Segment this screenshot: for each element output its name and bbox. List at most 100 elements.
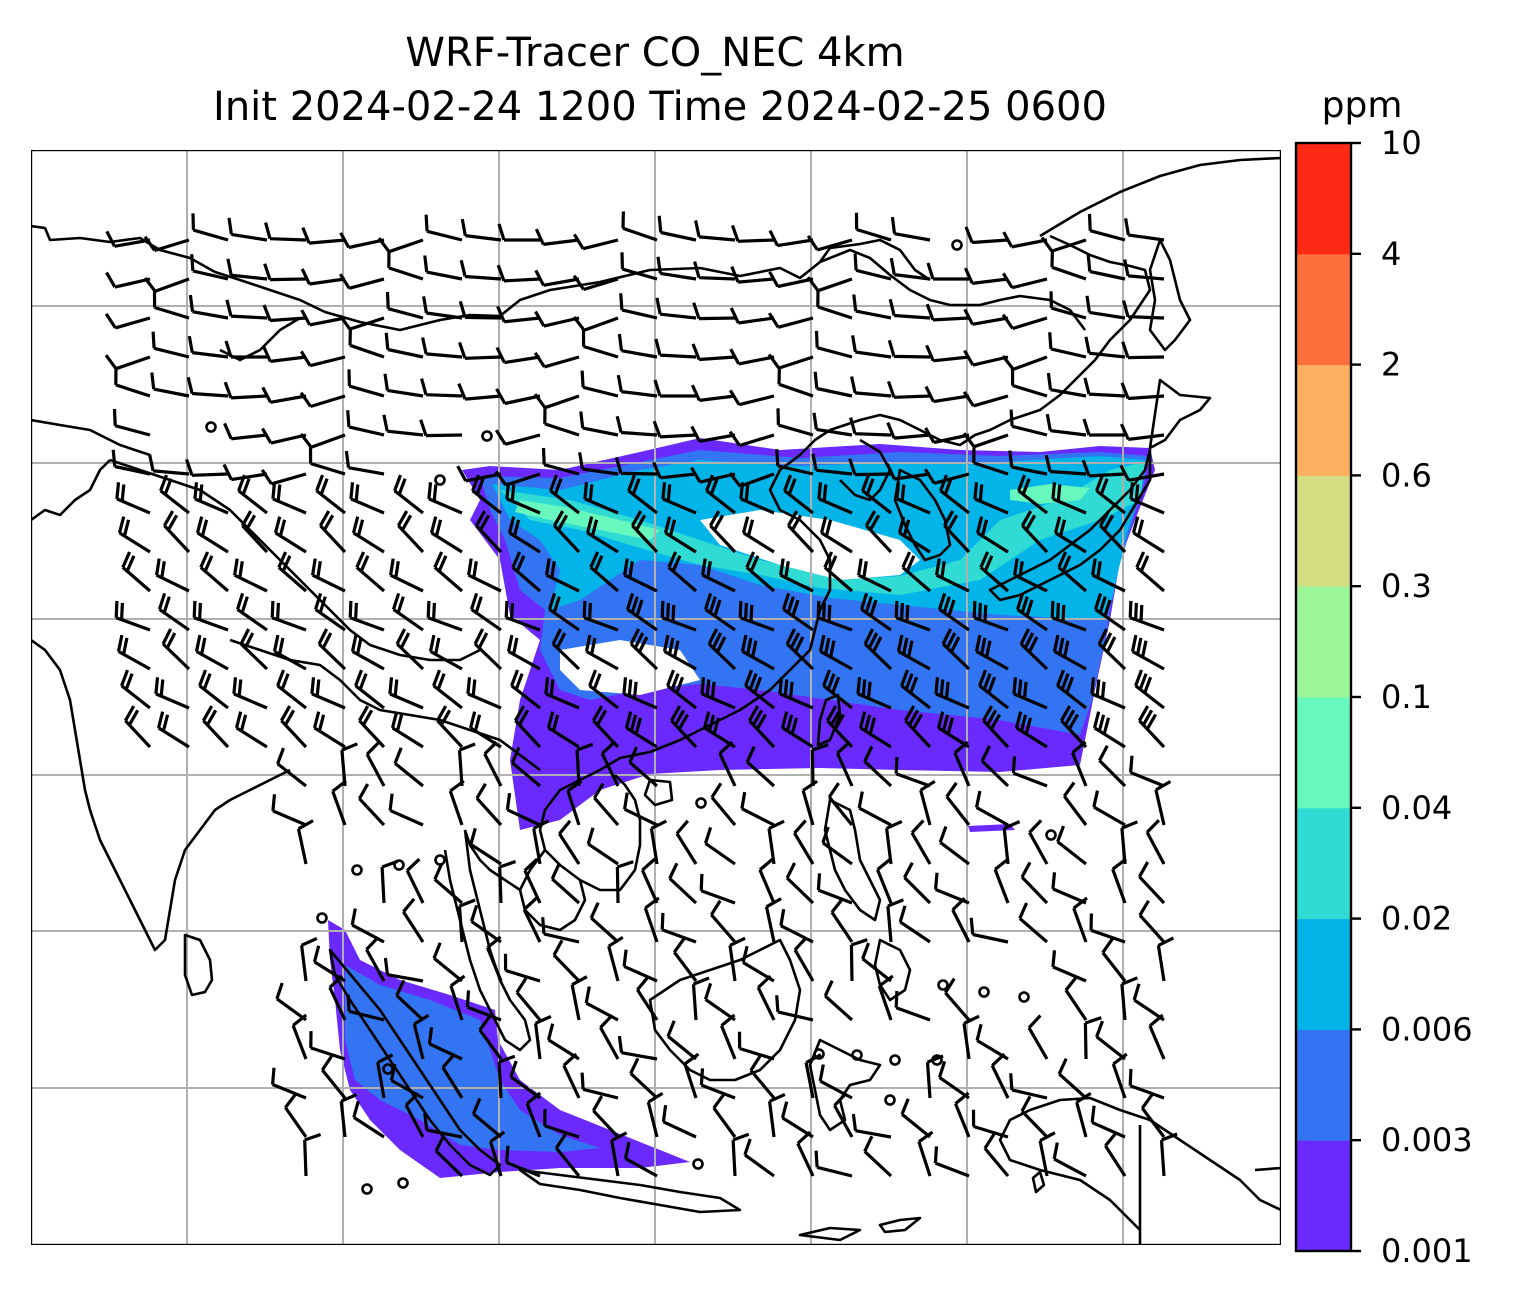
- wind-barb: [533, 393, 580, 410]
- wind-barb: [600, 740, 620, 787]
- wind-barb: [465, 990, 502, 1022]
- wind-barb: [426, 600, 463, 632]
- wind-barb: [1119, 464, 1165, 482]
- wind-barb: [494, 429, 541, 446]
- wind-barb: [888, 298, 931, 320]
- wind-barb: [1111, 1052, 1128, 1099]
- wind-barb: [551, 628, 581, 671]
- wind-barb: [475, 782, 503, 827]
- wind-barb: [937, 592, 970, 632]
- wind-barb: [1013, 558, 1048, 593]
- colorbar-swatch: [1296, 1140, 1351, 1252]
- wind-barb: [739, 482, 775, 515]
- wind-barb: [433, 551, 464, 593]
- wind-barb: [317, 628, 347, 671]
- colorbar: ppm 0.001 0.003 0.006 0.02 0.04 0.1 0.3 0.6 2 4 10: [1294, 85, 1473, 1270]
- wind-barb: [534, 310, 580, 328]
- wind-barb: [347, 369, 385, 398]
- wind-barb: [104, 313, 151, 330]
- wind-barb: [699, 1068, 736, 1100]
- wind-barb: [728, 430, 775, 448]
- colorbar-tick-label: 0.6: [1381, 456, 1432, 494]
- wind-barb: [617, 333, 658, 359]
- wind-barb: [300, 309, 346, 327]
- wind-barb: [184, 458, 229, 477]
- wind-barb: [900, 669, 931, 710]
- wind-barb: [1104, 1131, 1127, 1177]
- calm-wind-circle: [1045, 829, 1057, 841]
- wind-barb: [427, 1026, 463, 1061]
- wind-barb: [1017, 474, 1048, 515]
- wind-barb: [188, 294, 229, 320]
- wind-barb: [1129, 755, 1165, 788]
- wind-barb: [896, 634, 931, 671]
- wind-barb: [572, 316, 619, 332]
- wind-barb: [402, 897, 425, 943]
- wind-barb: [793, 936, 815, 982]
- wind-barb: [941, 628, 971, 671]
- wind-barb: [346, 994, 385, 1022]
- colorbar-tick-label: 0.3: [1381, 567, 1432, 605]
- wind-barb: [917, 1130, 934, 1177]
- wind-barb: [495, 346, 541, 365]
- wind-barb: [614, 456, 658, 476]
- wind-barb: [1082, 418, 1125, 437]
- wind-barb: [861, 474, 892, 515]
- wind-barb: [622, 677, 658, 710]
- wind-barb: [923, 468, 970, 485]
- wind-barb: [389, 558, 424, 593]
- wind-barb: [775, 995, 814, 1022]
- wind-barb: [963, 349, 1009, 367]
- wind-barb: [889, 257, 931, 281]
- wind-barb: [622, 949, 658, 983]
- wind-barb: [291, 1013, 308, 1060]
- wind-barb: [749, 1055, 776, 1100]
- wind-barb: [385, 291, 424, 320]
- wind-barb: [806, 235, 853, 252]
- wind-barb: [588, 669, 619, 710]
- wind-barb: [710, 899, 737, 944]
- wind-barb: [391, 592, 424, 632]
- wind-barb: [311, 558, 346, 593]
- wind-barb: [1056, 669, 1087, 710]
- plume-north-gap2: [560, 640, 700, 695]
- wind-barb: [783, 474, 814, 515]
- wind-barb: [816, 290, 853, 320]
- wind-barb: [284, 1093, 308, 1138]
- wind-barb: [974, 790, 1009, 827]
- wind-barb: [1086, 254, 1126, 281]
- wind-barb: [234, 711, 268, 749]
- wind-barb: [319, 510, 347, 554]
- wind-barb: [346, 410, 385, 437]
- wind-barb: [1002, 231, 1048, 249]
- wind-barb: [776, 408, 814, 437]
- wind-barb: [523, 857, 542, 904]
- wind-barb: [549, 474, 580, 515]
- wind-barb: [271, 1067, 307, 1100]
- wind-barb: [301, 226, 346, 245]
- wind-barb: [471, 474, 502, 515]
- wind-barb: [448, 779, 465, 826]
- wind-barb: [1001, 272, 1048, 290]
- wind-barb: [534, 1014, 552, 1060]
- wind-barb: [497, 223, 540, 242]
- wind-barb: [1124, 218, 1165, 242]
- wind-barb: [853, 253, 892, 281]
- wind-barb: [552, 939, 581, 983]
- wind-barb: [851, 1113, 892, 1139]
- wind-barb: [623, 1141, 658, 1178]
- wind-barb: [488, 1130, 506, 1177]
- wind-barb: [1048, 332, 1087, 359]
- wind-barb: [775, 449, 814, 476]
- wind-barb: [1093, 592, 1126, 632]
- wind-barb: [835, 740, 854, 787]
- wind-barb: [619, 293, 658, 320]
- wind-barb: [1019, 628, 1049, 671]
- figure-title-line1: WRF-Tracer CO_NEC 4km: [405, 30, 904, 76]
- wind-barb: [1008, 450, 1048, 476]
- wind-barb: [972, 600, 1009, 632]
- wind-barb: [534, 228, 580, 246]
- calm-wind-circle: [434, 474, 446, 486]
- wind-barb: [1128, 1068, 1165, 1100]
- wind-barb: [1001, 355, 1048, 371]
